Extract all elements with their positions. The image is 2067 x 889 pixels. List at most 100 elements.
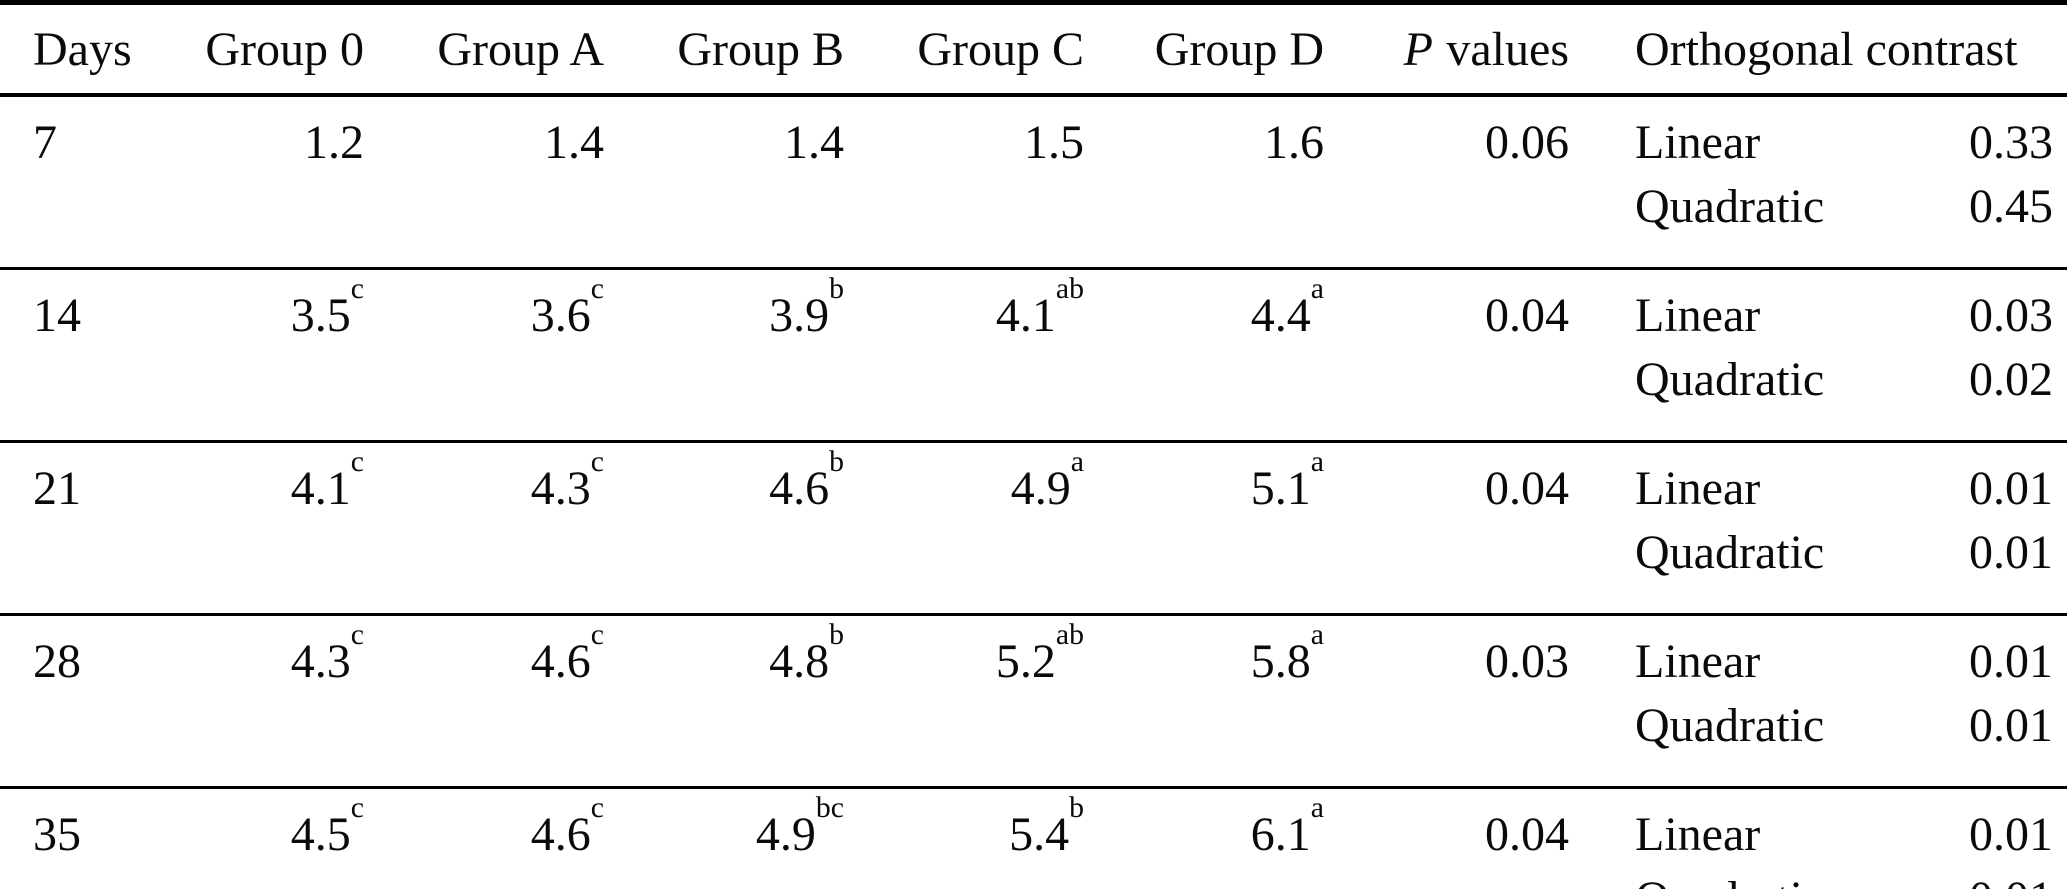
group0-value-cell: 3.5c <box>140 269 380 442</box>
days-cell: 7 <box>33 116 57 169</box>
table-row-day-14: 14 3.5c 3.6c 3.9b 4.1ab 4.4a 0.04 Linear… <box>0 269 2067 442</box>
value-text: 6.1 <box>1250 808 1311 861</box>
contrast-quadratic-label: Quadratic <box>1635 699 1825 752</box>
value-text: 4.1 <box>290 462 351 515</box>
value-superscript: ab <box>1055 617 1084 651</box>
value-text: 3.5 <box>290 289 351 342</box>
value-superscript: c <box>590 617 604 651</box>
value-text: 5.1 <box>1250 462 1311 515</box>
groupC-value-cell: 4.9a <box>860 442 1100 615</box>
value-superscript: c <box>590 790 604 824</box>
groupD-value-cell: 1.6 <box>1100 95 1340 269</box>
value-text: 4.4 <box>1250 289 1311 342</box>
value-superscript: a <box>1310 271 1324 305</box>
value-text: 1.4 <box>544 116 604 169</box>
header-days: Days <box>33 22 132 76</box>
contrast-name-cell: Linear Quadratic <box>1575 615 1875 788</box>
contrast-name-cell: Linear Quadratic <box>1575 788 1875 889</box>
groupA-value-cell: 3.6c <box>380 269 620 442</box>
header-group-a: Group A <box>437 22 604 76</box>
p-value-cell: 0.06 <box>1485 116 1569 169</box>
table-header: Days Group 0 Group A Group B Group C Gro… <box>0 3 2067 96</box>
contrast-linear-p: 0.33 <box>1969 116 2054 169</box>
value-text: 4.3 <box>290 635 351 688</box>
header-row: Days Group 0 Group A Group B Group C Gro… <box>0 3 2067 96</box>
contrast-linear-label: Linear <box>1635 289 1761 342</box>
groupC-value-cell: 5.4b <box>860 788 1100 889</box>
value-superscript: c <box>350 444 364 478</box>
value-text: 4.6 <box>530 635 591 688</box>
p-value-cell: 0.04 <box>1485 462 1569 515</box>
contrast-linear-label: Linear <box>1635 462 1761 515</box>
value-superscript: ab <box>1055 271 1084 305</box>
groupB-value-cell: 4.6b <box>620 442 860 615</box>
value-superscript: b <box>829 617 844 651</box>
groupB-value-cell: 3.9b <box>620 269 860 442</box>
contrast-pvalue-cell: 0.33 0.45 <box>1875 95 2067 269</box>
groupA-value-cell: 4.6c <box>380 788 620 889</box>
value-text: 4.3 <box>530 462 591 515</box>
p-value-cell: 0.03 <box>1485 635 1569 688</box>
contrast-linear-p: 0.03 <box>1969 289 2054 342</box>
contrast-quadratic-p: 0.01 <box>1969 526 2054 579</box>
value-superscript: c <box>350 790 364 824</box>
value-superscript: c <box>350 271 364 305</box>
groupD-value-cell: 6.1a <box>1100 788 1340 889</box>
header-group-0: Group 0 <box>205 22 364 76</box>
table-row-day-21: 21 4.1c 4.3c 4.6b 4.9a 5.1a 0.04 Linear … <box>0 442 2067 615</box>
contrast-quadratic-label: Quadratic <box>1635 353 1825 406</box>
table-row-day-7: 7 1.2 1.4 1.4 1.5 1.6 0.06 Linear Quadra… <box>0 95 2067 269</box>
p-symbol: P <box>1403 22 1433 76</box>
p-value-cell: 0.04 <box>1485 289 1569 342</box>
contrast-quadratic-p: 0.01 <box>1876 867 2053 889</box>
contrast-quadratic-p: 0.45 <box>1969 180 2054 233</box>
value-text: 4.6 <box>769 462 830 515</box>
header-group-c: Group C <box>917 22 1084 76</box>
days-cell: 14 <box>33 289 81 342</box>
groupC-value-cell: 5.2ab <box>860 615 1100 788</box>
value-superscript: b <box>829 271 844 305</box>
value-superscript: b <box>829 444 844 478</box>
header-group-b: Group B <box>677 22 844 76</box>
groupA-value-cell: 4.3c <box>380 442 620 615</box>
groupD-value-cell: 5.8a <box>1100 615 1340 788</box>
contrast-linear-p: 0.01 <box>1969 808 2054 861</box>
group0-value-cell: 4.3c <box>140 615 380 788</box>
days-cell: 28 <box>33 635 81 688</box>
table-row-day-35: 35 4.5c 4.6c 4.9bc 5.4b 6.1a 0.04 Linear… <box>0 788 2067 889</box>
value-superscript: c <box>590 271 604 305</box>
value-superscript: a <box>1310 444 1324 478</box>
contrast-name-cell: Linear Quadratic <box>1575 442 1875 615</box>
contrast-linear-label: Linear <box>1635 808 1761 861</box>
groupB-value-cell: 4.8b <box>620 615 860 788</box>
contrast-name-cell: Linear Quadratic <box>1575 95 1875 269</box>
contrast-name-cell: Linear Quadratic <box>1575 269 1875 442</box>
groupD-value-cell: 4.4a <box>1100 269 1340 442</box>
value-superscript: b <box>1069 790 1084 824</box>
group0-value-cell: 1.2 <box>140 95 380 269</box>
groupA-value-cell: 1.4 <box>380 95 620 269</box>
contrast-linear-label: Linear <box>1635 635 1761 688</box>
contrast-pvalue-cell: 0.03 0.02 <box>1875 269 2067 442</box>
contrast-pvalue-cell: 0.01 0.01 <box>1875 442 2067 615</box>
value-text: 3.6 <box>530 289 591 342</box>
groupB-value-cell: 1.4 <box>620 95 860 269</box>
days-cell: 35 <box>33 808 81 861</box>
value-superscript: a <box>1310 617 1324 651</box>
contrast-quadratic-label: Quadratic <box>1635 867 1874 889</box>
value-text: 4.9 <box>755 808 816 861</box>
value-text: 4.6 <box>530 808 591 861</box>
contrast-pvalue-cell: 0.01 0.01 <box>1875 788 2067 889</box>
groupC-value-cell: 1.5 <box>860 95 1100 269</box>
group0-value-cell: 4.1c <box>140 442 380 615</box>
value-superscript: c <box>350 617 364 651</box>
days-cell: 21 <box>33 462 81 515</box>
value-superscript: bc <box>815 790 844 824</box>
contrast-pvalue-cell: 0.01 0.01 <box>1875 615 2067 788</box>
value-text: 1.5 <box>1024 116 1084 169</box>
value-text: 5.2 <box>995 635 1056 688</box>
header-group-d: Group D <box>1154 22 1324 76</box>
groupA-value-cell: 4.6c <box>380 615 620 788</box>
